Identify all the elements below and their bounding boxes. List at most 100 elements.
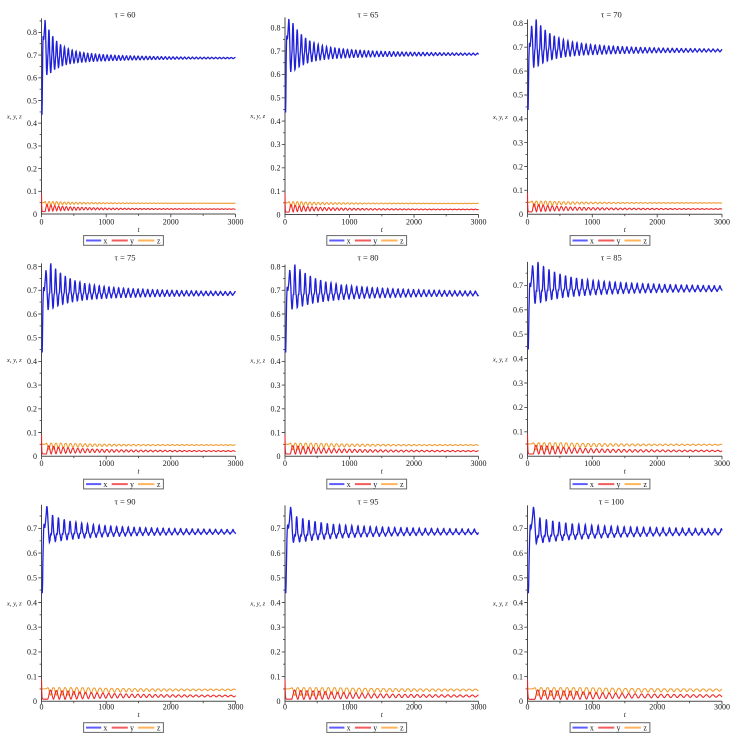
svg-text:0.1: 0.1 (513, 186, 523, 195)
svg-text:z: z (643, 236, 647, 245)
svg-text:y: y (373, 480, 377, 489)
svg-text:0: 0 (526, 459, 530, 468)
svg-text:0.3: 0.3 (513, 138, 523, 147)
svg-text:y: y (130, 480, 134, 489)
svg-text:0.2: 0.2 (271, 164, 281, 173)
svg-text:0: 0 (33, 452, 37, 461)
svg-text:1000: 1000 (98, 218, 114, 227)
svg-text:2000: 2000 (163, 459, 179, 468)
svg-text:2000: 2000 (163, 702, 179, 711)
svg-text:0.5: 0.5 (27, 574, 37, 583)
svg-text:t: t (381, 466, 384, 475)
svg-text:2000: 2000 (163, 218, 179, 227)
svg-text:0.3: 0.3 (513, 379, 523, 388)
svg-text:τ = 100: τ = 100 (599, 496, 624, 506)
svg-text:0.5: 0.5 (271, 574, 281, 583)
svg-text:x: x (347, 236, 351, 245)
svg-text:τ = 95: τ = 95 (358, 496, 379, 506)
svg-text:0.8: 0.8 (27, 28, 37, 37)
svg-text:0.7: 0.7 (271, 524, 281, 533)
svg-text:y: y (617, 480, 621, 489)
svg-text:0.6: 0.6 (27, 549, 37, 558)
svg-text:0.8: 0.8 (271, 262, 281, 271)
svg-text:x: x (590, 236, 594, 245)
svg-text:t: t (624, 225, 627, 234)
svg-text:0.4: 0.4 (27, 357, 37, 366)
svg-text:0.3: 0.3 (27, 142, 37, 151)
svg-text:τ = 80: τ = 80 (358, 253, 379, 263)
svg-text:3000: 3000 (228, 459, 244, 468)
svg-text:0.7: 0.7 (271, 47, 281, 56)
svg-text:0.8: 0.8 (27, 262, 37, 271)
svg-text:0.1: 0.1 (27, 187, 37, 196)
svg-text:0.5: 0.5 (271, 94, 281, 103)
svg-text:x: x (347, 723, 351, 732)
svg-text:0.5: 0.5 (513, 330, 523, 339)
svg-text:0.1: 0.1 (271, 428, 281, 437)
svg-text:τ = 60: τ = 60 (115, 9, 136, 19)
svg-text:τ = 65: τ = 65 (358, 9, 379, 19)
svg-text:3000: 3000 (228, 218, 244, 227)
svg-text:τ = 75: τ = 75 (115, 253, 136, 263)
svg-text:x, y, z: x, y, z (492, 601, 508, 608)
svg-text:1000: 1000 (98, 702, 114, 711)
svg-text:0.4: 0.4 (27, 598, 37, 607)
svg-text:1000: 1000 (342, 459, 358, 468)
svg-text:0: 0 (283, 702, 287, 711)
svg-text:τ = 85: τ = 85 (601, 253, 622, 263)
svg-text:z: z (157, 480, 161, 489)
svg-text:2000: 2000 (649, 218, 665, 227)
svg-text:x, y, z: x, y, z (6, 357, 22, 364)
svg-text:2000: 2000 (406, 218, 422, 227)
svg-text:0.3: 0.3 (27, 623, 37, 632)
svg-text:0: 0 (277, 697, 281, 706)
svg-text:t: t (624, 710, 627, 719)
svg-text:0.1: 0.1 (27, 672, 37, 681)
svg-text:0: 0 (33, 697, 37, 706)
svg-text:0.2: 0.2 (271, 405, 281, 414)
svg-text:0.6: 0.6 (271, 70, 281, 79)
svg-text:0.6: 0.6 (513, 306, 523, 315)
svg-text:0: 0 (519, 697, 523, 706)
svg-text:0.7: 0.7 (27, 51, 37, 60)
svg-text:0.5: 0.5 (513, 91, 523, 100)
svg-text:z: z (157, 723, 161, 732)
svg-text:0: 0 (40, 702, 44, 711)
svg-text:2000: 2000 (406, 702, 422, 711)
svg-text:0.6: 0.6 (271, 310, 281, 319)
svg-text:t: t (381, 225, 384, 234)
svg-text:t: t (137, 466, 140, 475)
svg-text:t: t (624, 466, 627, 475)
svg-text:3000: 3000 (471, 218, 487, 227)
svg-text:0.6: 0.6 (27, 310, 37, 319)
svg-text:0.7: 0.7 (513, 281, 523, 290)
svg-text:0.4: 0.4 (513, 598, 523, 607)
svg-text:0.3: 0.3 (27, 381, 37, 390)
svg-text:x: x (347, 480, 351, 489)
svg-text:0.4: 0.4 (271, 598, 281, 607)
svg-text:0.5: 0.5 (271, 334, 281, 343)
svg-text:y: y (373, 236, 377, 245)
svg-text:z: z (400, 723, 404, 732)
svg-text:0.3: 0.3 (271, 140, 281, 149)
svg-text:0: 0 (526, 218, 530, 227)
svg-text:y: y (373, 723, 377, 732)
svg-text:z: z (157, 236, 161, 245)
svg-text:0.8: 0.8 (271, 24, 281, 33)
svg-text:1000: 1000 (584, 459, 600, 468)
svg-text:0.7: 0.7 (27, 286, 37, 295)
svg-text:z: z (400, 236, 404, 245)
svg-text:3000: 3000 (714, 459, 730, 468)
svg-text:t: t (137, 710, 140, 719)
svg-text:0.3: 0.3 (271, 381, 281, 390)
svg-text:0.7: 0.7 (513, 524, 523, 533)
svg-text:1000: 1000 (342, 702, 358, 711)
svg-text:0.4: 0.4 (513, 354, 523, 363)
svg-text:0.2: 0.2 (271, 648, 281, 657)
svg-text:3000: 3000 (471, 702, 487, 711)
svg-text:0.1: 0.1 (27, 428, 37, 437)
svg-text:t: t (137, 225, 140, 234)
svg-text:0.1: 0.1 (271, 187, 281, 196)
svg-text:0: 0 (519, 452, 523, 461)
svg-text:0.4: 0.4 (271, 357, 281, 366)
